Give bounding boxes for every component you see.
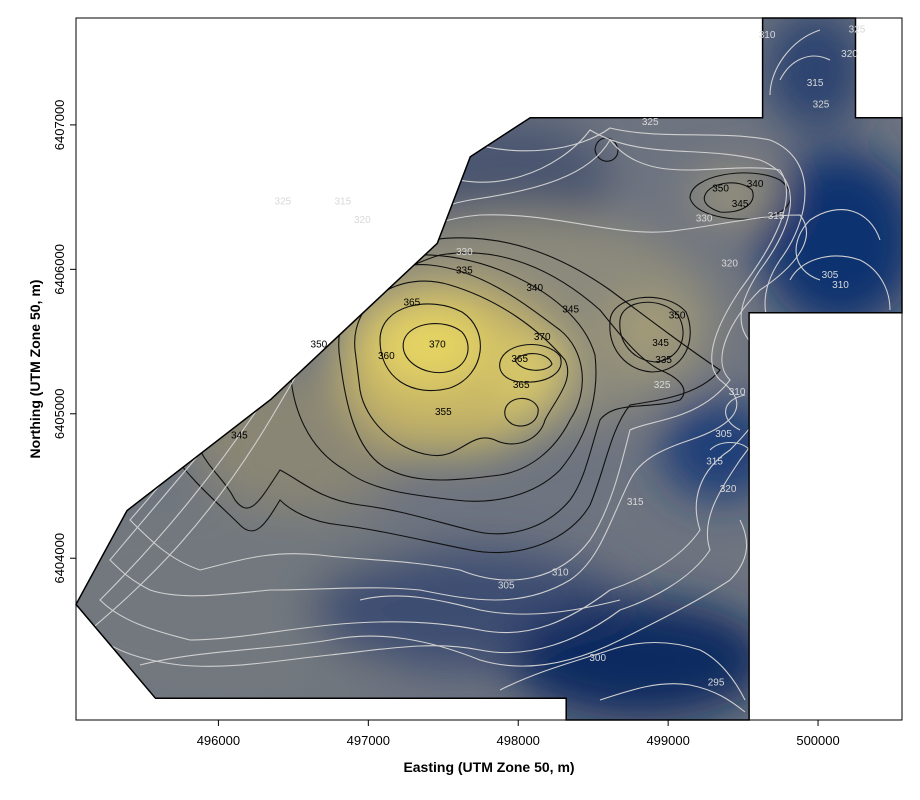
contour-label: 350 <box>712 183 729 194</box>
contour-labels: 3703653703653653603553503453453453403353… <box>231 24 866 688</box>
blob-hill-east <box>610 295 690 365</box>
contour-label: 310 <box>832 280 849 291</box>
contour-365-east <box>499 344 562 383</box>
contour-label: 305 <box>715 429 732 440</box>
blob-south-east-deep <box>510 600 770 720</box>
y-tick-label: 6405000 <box>52 388 67 439</box>
contour-label: 320 <box>721 258 738 269</box>
contour-label: 315 <box>768 211 785 222</box>
contour-label: 345 <box>562 305 579 316</box>
contour-label: 350 <box>311 339 328 350</box>
contour-label: 325 <box>275 196 292 207</box>
contour-label: 360 <box>378 351 395 362</box>
contour-305-light <box>359 55 891 615</box>
contour-label: 325 <box>813 100 830 111</box>
y-tick-label: 6406000 <box>52 244 67 295</box>
contour-label: 310 <box>552 568 569 579</box>
contour-365-west <box>379 303 481 392</box>
contour-350-north-east-hill <box>703 182 754 213</box>
contour-300-light <box>499 641 746 701</box>
x-tick-label: 500000 <box>796 733 839 748</box>
contour-label: 365 <box>511 354 528 365</box>
elevation-blobs <box>76 18 902 720</box>
contour-label: 370 <box>429 339 446 350</box>
contour-north-peak <box>594 137 619 162</box>
contour-label: 335 <box>655 355 672 366</box>
x-tick-label: 498000 <box>497 733 540 748</box>
contour-label: 305 <box>498 581 515 592</box>
contour-355 <box>338 264 583 481</box>
contour-label: 325 <box>654 380 671 391</box>
contour-label: 365 <box>403 297 420 308</box>
contour-label: 345 <box>732 199 749 210</box>
x-tick-label: 496000 <box>197 733 240 748</box>
contour-label: 340 <box>526 283 543 294</box>
y-tick-label: 6404000 <box>52 533 67 584</box>
y-axis-title: Northing (UTM Zone 50, m) <box>27 280 43 459</box>
blob-north-east <box>765 18 865 130</box>
contour-label: 330 <box>696 214 713 225</box>
contour-label: 320 <box>841 49 858 60</box>
x-tick-label: 499000 <box>646 733 689 748</box>
y-axis: 6404000 6405000 6406000 6407000 <box>52 100 76 584</box>
contour-label: 350 <box>669 310 686 321</box>
contour-label: 335 <box>456 266 473 277</box>
blob-west-low <box>76 490 450 710</box>
contour-label: 310 <box>729 387 746 398</box>
contour-label: 310 <box>759 30 776 41</box>
contour-label: 320 <box>354 215 371 226</box>
contour-370-west <box>402 323 469 374</box>
contour-label: 315 <box>807 78 824 89</box>
contour-370-east <box>514 353 553 371</box>
contour-label: 300 <box>589 653 606 664</box>
contour-350-east-hill <box>619 301 684 363</box>
contour-label: 315 <box>706 456 723 467</box>
x-tick-label: 497000 <box>347 733 390 748</box>
contour-label: 325 <box>849 24 866 35</box>
contour-label: 345 <box>652 338 669 349</box>
contour-295-light <box>599 683 746 713</box>
contour-label: 340 <box>747 179 764 190</box>
blob-east-deep <box>760 150 902 330</box>
x-axis-title: Easting (UTM Zone 50, m) <box>403 759 574 775</box>
contour-360 <box>354 280 569 457</box>
contour-345-east-hill <box>609 296 691 373</box>
blob-summit <box>370 305 490 385</box>
contour-label: 315 <box>627 497 644 508</box>
contour-label: 330 <box>456 247 473 258</box>
contour-340-north-east-hill <box>689 172 791 220</box>
contour-365-knoll <box>504 397 539 427</box>
contour-label: 345 <box>231 430 248 441</box>
x-axis: 496000 497000 498000 499000 500000 <box>197 720 840 748</box>
contour-label: 355 <box>435 407 452 418</box>
contour-310-light <box>139 29 881 667</box>
contour-label: 370 <box>534 332 551 343</box>
y-tick-label: 6407000 <box>52 100 67 151</box>
contour-label: 325 <box>642 117 659 128</box>
contour-label: 305 <box>822 270 839 281</box>
blob-hill-north-east <box>690 173 780 217</box>
plot-frame <box>75 17 903 721</box>
contour-label: 365 <box>513 380 530 391</box>
contour-label: 295 <box>708 677 725 688</box>
blob-summit-east <box>505 345 565 385</box>
contour-label: 320 <box>720 484 737 495</box>
contour-label: 315 <box>334 196 351 207</box>
